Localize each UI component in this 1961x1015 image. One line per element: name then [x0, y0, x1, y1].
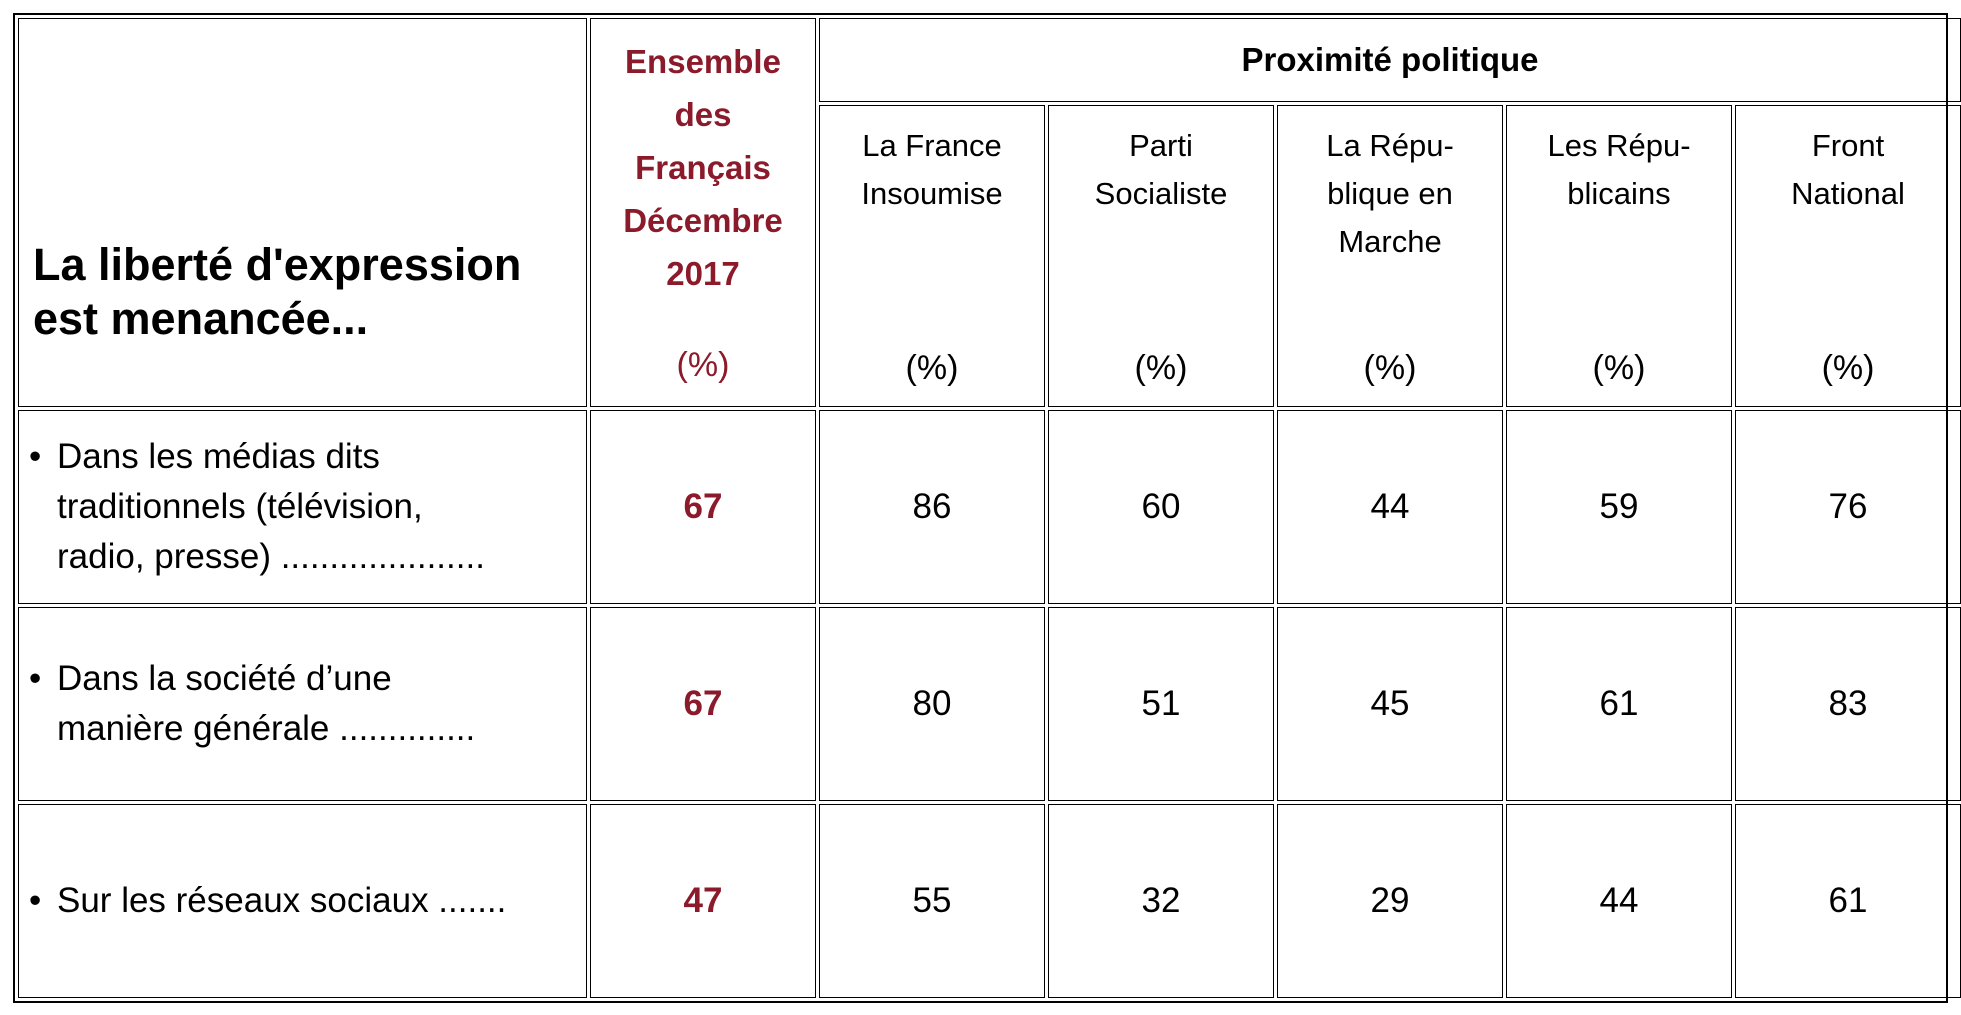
results-table-frame: La liberté d'expression est menancée... …: [13, 13, 1961, 1003]
value-cell: 55: [819, 803, 1045, 998]
ensemble-header-line: Français: [635, 149, 771, 186]
value-cell: 61: [1506, 606, 1732, 801]
row-label-line: manière générale ..............: [57, 708, 476, 748]
column-header-line: National: [1791, 176, 1905, 212]
column-unit: (%): [1592, 348, 1646, 387]
value-cell: 60: [1048, 409, 1274, 604]
column-header-line: La France: [862, 128, 1002, 164]
row-label-line: Dans les médias dits: [57, 436, 380, 476]
row-label: • Sur les réseaux sociaux .......: [18, 803, 587, 998]
ensemble-header-line: 2017: [666, 255, 740, 292]
column-header-line: Insoumise: [861, 176, 1003, 212]
row-label: • Dans la société d’une manière générale…: [18, 606, 587, 801]
column-header-line: Socialiste: [1094, 176, 1228, 212]
column-unit: (%): [1363, 348, 1417, 387]
column-header-line: La Répu-: [1326, 128, 1454, 164]
question-title: La liberté d'expression est menancée...: [33, 239, 522, 345]
column-header-fn: Front National (%): [1735, 105, 1961, 407]
ensemble-value: 67: [590, 409, 816, 604]
column-header-line: Les Répu-: [1547, 128, 1691, 164]
bullet: •: [29, 436, 42, 476]
value-cell: 51: [1048, 606, 1274, 801]
value-cell: 32: [1048, 803, 1274, 998]
value-cell: 86: [819, 409, 1045, 604]
ensemble-header: Ensemble des Français Décembre 2017 (%): [590, 18, 816, 407]
value-cell: 61: [1735, 803, 1961, 998]
row-label-line: radio, presse) .....................: [57, 536, 485, 576]
bullet: •: [29, 658, 42, 698]
ensemble-header-line: Décembre: [623, 202, 783, 239]
value-cell: 59: [1506, 409, 1732, 604]
ensemble-header-line: Ensemble: [625, 43, 781, 80]
question-header: La liberté d'expression est menancée...: [18, 18, 587, 407]
row-label: • Dans les médias dits traditionnels (té…: [18, 409, 587, 604]
column-unit: (%): [905, 348, 959, 387]
column-unit: (%): [1821, 348, 1875, 387]
column-header-ps: Parti Socialiste (%): [1048, 105, 1274, 407]
column-header-line: blicains: [1567, 176, 1671, 212]
table-row: • Dans la société d’une manière générale…: [18, 606, 1961, 801]
column-header-lr: Les Répu- blicains (%): [1506, 105, 1732, 407]
value-cell: 44: [1506, 803, 1732, 998]
value-cell: 80: [819, 606, 1045, 801]
column-header-line: Parti: [1129, 128, 1193, 164]
column-header-line: blique en: [1327, 176, 1453, 212]
column-header-lfi: La France Insoumise (%): [819, 105, 1045, 407]
bullet: •: [29, 880, 42, 920]
value-cell: 83: [1735, 606, 1961, 801]
ensemble-header-line: des: [674, 96, 732, 133]
ensemble-unit: (%): [676, 346, 730, 384]
table-row: • Dans les médias dits traditionnels (té…: [18, 409, 1961, 604]
column-unit: (%): [1134, 348, 1188, 387]
table-row: • Sur les réseaux sociaux ....... 47 55 …: [18, 803, 1961, 998]
value-cell: 44: [1277, 409, 1503, 604]
ensemble-value: 47: [590, 803, 816, 998]
group-header: Proximité politique: [819, 18, 1961, 103]
column-header-lrem: La Répu- blique en Marche (%): [1277, 105, 1503, 407]
value-cell: 76: [1735, 409, 1961, 604]
value-cell: 29: [1277, 803, 1503, 998]
row-label-line: Sur les réseaux sociaux .......: [57, 880, 507, 920]
row-label-line: Dans la société d’une: [57, 658, 392, 698]
ensemble-value: 67: [590, 606, 816, 801]
results-table: La liberté d'expression est menancée... …: [15, 15, 1961, 1001]
column-header-line: Front: [1811, 128, 1885, 164]
value-cell: 45: [1277, 606, 1503, 801]
column-header-line: Marche: [1338, 224, 1442, 260]
row-label-line: traditionnels (télévision,: [57, 486, 423, 526]
